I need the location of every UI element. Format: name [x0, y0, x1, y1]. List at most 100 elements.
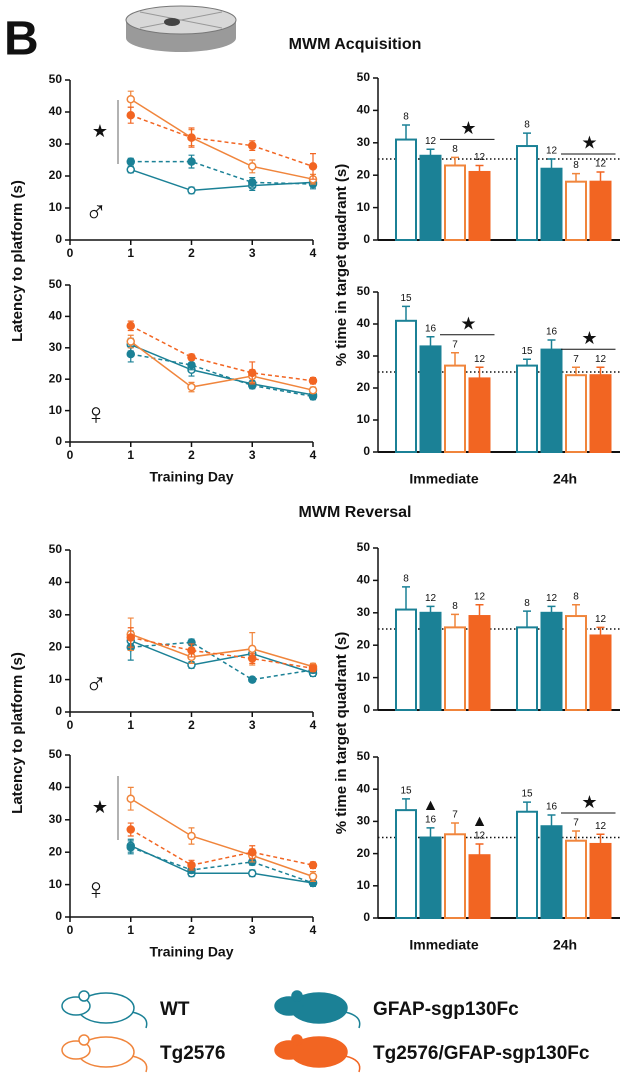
- y-tick-label: 10: [49, 672, 63, 686]
- section-title: MWM Acquisition: [289, 36, 422, 53]
- error-bar: [547, 814, 556, 827]
- sex-symbol: ♂: [85, 196, 108, 229]
- x-tick-label: 1: [127, 448, 134, 462]
- y-tick-label: 10: [357, 670, 371, 684]
- y-tick-label: 10: [357, 412, 371, 426]
- series-line: [130, 114, 314, 168]
- y-tick-label: 50: [357, 284, 371, 298]
- bar: [565, 180, 587, 241]
- error-bar: [451, 613, 459, 628]
- y-tick-label: 40: [357, 103, 371, 117]
- n-label: 12: [474, 591, 486, 602]
- point: [126, 633, 135, 642]
- y-tick-label: 50: [49, 747, 63, 761]
- point: [248, 644, 257, 654]
- x-axis-label: Training Day: [149, 944, 233, 960]
- x-tick-label: 2: [188, 923, 195, 937]
- error-bar: [572, 172, 580, 182]
- error-bar: [475, 164, 484, 172]
- chart: 0 10 20 30 40 50 Latency to platform (s) 0 1 2 3 4 ♂: [9, 542, 318, 814]
- series-line: [130, 636, 314, 670]
- legend-mouse-ear: [291, 990, 303, 1002]
- y-tick-label: 20: [357, 380, 371, 394]
- error-bar: [426, 148, 435, 156]
- legend-item: GFAP-sgp130Fc: [274, 990, 519, 1029]
- series-line: [130, 641, 314, 681]
- bar: [540, 167, 563, 241]
- point: [126, 794, 135, 803]
- point: [126, 157, 135, 166]
- bar: [468, 854, 491, 920]
- point: [187, 646, 196, 655]
- point: [126, 110, 135, 120]
- y-tick-label: 0: [363, 444, 370, 458]
- bar: [540, 348, 563, 454]
- bar: [444, 364, 466, 454]
- y-tick-label: 10: [357, 200, 371, 214]
- y-tick-label: 0: [55, 232, 62, 246]
- y-tick-label: 50: [357, 749, 371, 763]
- y-tick-label: 10: [49, 200, 63, 214]
- significance: ★: [581, 133, 597, 153]
- series-line: [130, 845, 314, 884]
- series-line: [130, 353, 314, 398]
- x-tick-label: 1: [127, 246, 134, 260]
- bar: [395, 319, 417, 453]
- panel-label: B: [4, 13, 39, 66]
- chart: 0 10 20 30 40 50 Immediate 15 16 7 12 ★ 24h 15 16 7 12 ★: [357, 284, 620, 487]
- error-bar: [426, 605, 435, 613]
- chart: 0 10 20 30 40 50 % time in target quadrant (s)…: [333, 70, 620, 366]
- point: [248, 675, 257, 684]
- series-line: [130, 98, 314, 180]
- significance: ★: [92, 121, 108, 141]
- n-label: 12: [546, 146, 558, 157]
- error-bar: [547, 158, 556, 169]
- point: [187, 133, 196, 142]
- n-label: 8: [573, 591, 579, 602]
- y-tick-label: 20: [357, 167, 371, 181]
- x-tick-label: 2: [188, 246, 195, 260]
- legend-item: WT: [61, 990, 190, 1029]
- significance: ★: [581, 328, 597, 348]
- n-label: 8: [524, 120, 530, 131]
- bar: [589, 180, 612, 241]
- point: [248, 141, 257, 150]
- point: [126, 321, 135, 331]
- error-bar: [523, 358, 531, 366]
- bar: [419, 154, 442, 241]
- error-bar: [402, 798, 410, 811]
- maze-icon: [125, 5, 237, 52]
- y-tick-label: 30: [49, 812, 63, 826]
- x-tick-label: 4: [310, 718, 317, 732]
- chart: 0 10 20 30 40 50 Training Day 0 1 2 3 4 ♀: [49, 277, 318, 485]
- y-tick-label: 10: [49, 403, 63, 417]
- x-tick-label: 3: [249, 448, 256, 462]
- section-title: MWM Reversal: [299, 504, 412, 521]
- x-tick-label: Immediate: [409, 937, 478, 953]
- x-tick-label: 3: [249, 718, 256, 732]
- n-label: 8: [452, 601, 458, 612]
- series-line: [130, 828, 314, 866]
- point: [187, 186, 196, 195]
- y-tick-label: 40: [49, 309, 63, 323]
- n-label: 8: [403, 112, 409, 123]
- n-label: 16: [425, 323, 437, 334]
- point: [126, 337, 135, 346]
- series-line: [130, 168, 314, 192]
- n-label: 8: [452, 144, 458, 155]
- point: [126, 843, 135, 852]
- point: [248, 869, 257, 878]
- n-label: 12: [595, 159, 607, 170]
- significance: ★: [460, 118, 476, 138]
- series-line: [130, 340, 314, 391]
- error-bar: [523, 610, 531, 628]
- n-label: 15: [400, 293, 412, 304]
- series-line: [130, 325, 314, 382]
- legend-mouse-tail: [344, 1055, 361, 1073]
- y-axis-label: Latency to platform (s): [9, 180, 26, 342]
- bar: [589, 634, 612, 711]
- y-axis-label: % time in target quadrant (s): [333, 164, 350, 367]
- point: [126, 825, 135, 834]
- x-tick-label: 4: [310, 246, 317, 260]
- bar: [468, 170, 491, 242]
